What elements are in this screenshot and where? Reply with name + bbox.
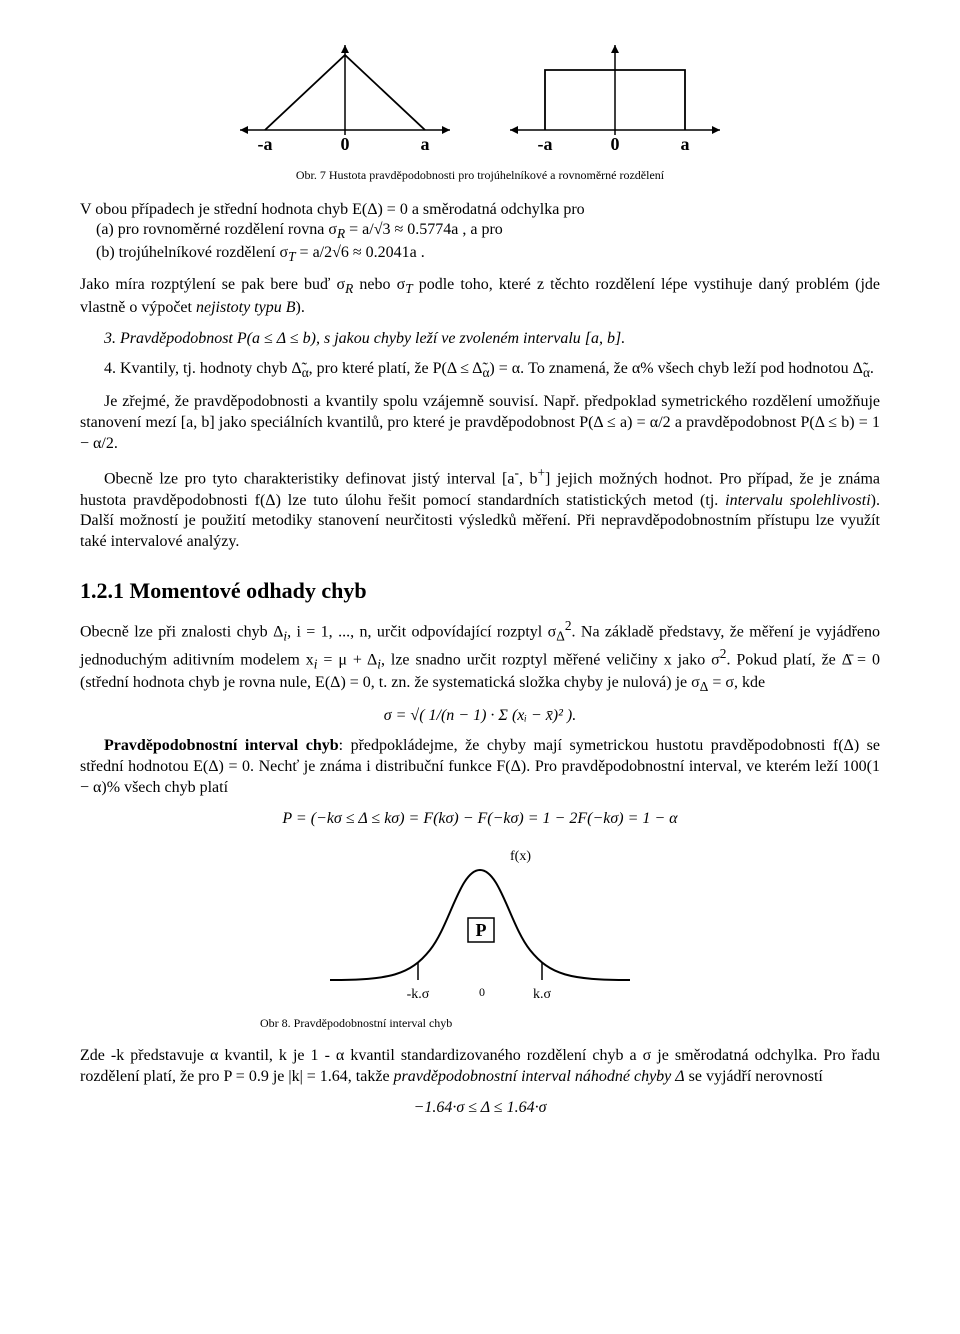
text: nejistoty typu B — [196, 299, 296, 316]
fig8-caption: Obr 8. Pravděpodobnostní interval chyb — [260, 1016, 880, 1032]
paragraph-prob-interval: Pravděpodobnostní interval chyb: předpok… — [80, 736, 880, 798]
triangle-label-left: -a — [258, 134, 273, 154]
triangle-label-mid: 0 — [341, 134, 350, 154]
text: (b) trojúhelníkové rozdělení σ — [96, 244, 288, 261]
text: . — [870, 360, 874, 377]
text: , i = 1, ..., n, určit odpovídající rozp… — [287, 624, 556, 641]
text: = σ, kde — [708, 674, 765, 691]
rect-distribution-figure: -a 0 a — [500, 40, 730, 160]
text: = a/√3 ≈ 0.5774a , a pro — [345, 221, 503, 238]
paragraph-moment-odhad: Obecně lze při znalosti chyb Δi, i = 1, … — [80, 617, 880, 695]
normal-zero-label: 0 — [479, 985, 485, 999]
text: Obecně lze při znalosti chyb Δ — [80, 624, 283, 641]
paragraph-zde-k: Zde -k představuje α kvantil, k je 1 - α… — [80, 1046, 880, 1088]
normal-right-label: k.σ — [533, 987, 552, 1002]
text: se vyjádří nerovností — [685, 1068, 823, 1085]
text: Jako míra rozptýlení se pak bere buď σ — [80, 276, 345, 293]
text: V obou případech je střední hodnota chyb… — [80, 201, 585, 218]
formula-P: P = (−kσ ≤ Δ ≤ kσ) = F(kσ) − F(−kσ) = 1 … — [80, 809, 880, 830]
formula-sigma: σ = √( 1/(n − 1) · Σ (xᵢ − x̄)² ). — [80, 706, 880, 727]
text: Pravděpodobnostní interval chyb — [104, 737, 339, 754]
text: (a) pro rovnoměrné rozdělení rovna σ — [96, 221, 337, 238]
distribution-figures-row: -a 0 a -a 0 a — [80, 40, 880, 160]
list-item-3: 3. Pravděpodobnost P(a ≤ Δ ≤ b), s jakou… — [80, 329, 880, 350]
text: , b — [519, 471, 538, 488]
text: nebo σ — [353, 276, 405, 293]
text: 3. Pravděpodobnost P(a ≤ Δ ≤ b), s jakou… — [104, 330, 625, 347]
triangle-distribution-figure: -a 0 a — [230, 40, 460, 160]
normal-left-label: -k.σ — [407, 987, 430, 1002]
list-item-4: 4. Kvantily, tj. hodnoty chyb Δ̃α, pro k… — [80, 359, 880, 382]
text: intervalu spolehlivosti — [725, 492, 871, 509]
text: pravděpodobnostní interval náhodné chyby… — [394, 1068, 685, 1085]
formula-inequality: −1.64·σ ≤ Δ ≤ 1.64·σ — [80, 1098, 880, 1119]
paragraph-jako-mira: Jako míra rozptýlení se pak bere buď σR … — [80, 275, 880, 318]
fig7-caption: Obr. 7 Hustota pravděpodobnosti pro troj… — [80, 168, 880, 184]
text: ) = α. To znamená, že α% všech chyb leží… — [489, 360, 863, 377]
paragraph-zrejme: Je zřejmé, že pravděpodobnosti a kvantil… — [80, 392, 880, 454]
triangle-label-right: a — [421, 134, 430, 154]
text: Obecně lze pro tyto charakteristiky defi… — [104, 471, 515, 488]
fx-label: f(x) — [510, 849, 531, 864]
text: = μ + Δ — [317, 652, 377, 669]
rect-label-right: a — [681, 134, 690, 154]
text: , lze snadno určit rozptyl měřené veliči… — [381, 652, 720, 669]
rect-label-left: -a — [538, 134, 553, 154]
rect-label-mid: 0 — [611, 134, 620, 154]
normal-curve-figure: P f(x) -k.σ 0 k.σ — [310, 840, 650, 1017]
P-label: P — [476, 920, 487, 940]
text: = a/2√6 ≈ 0.2041a . — [296, 244, 425, 261]
section-heading: 1.2.1 Momentové odhady chyb — [80, 577, 880, 606]
text: , pro které platí, že P(Δ ≤ Δ̃ — [309, 360, 483, 377]
text: ). — [296, 299, 305, 316]
paragraph-intro: V obou případech je střední hodnota chyb… — [80, 200, 880, 266]
text: 4. Kvantily, tj. hodnoty chyb Δ̃ — [104, 360, 302, 377]
paragraph-obecne: Obecně lze pro tyto charakteristiky defi… — [80, 464, 880, 553]
